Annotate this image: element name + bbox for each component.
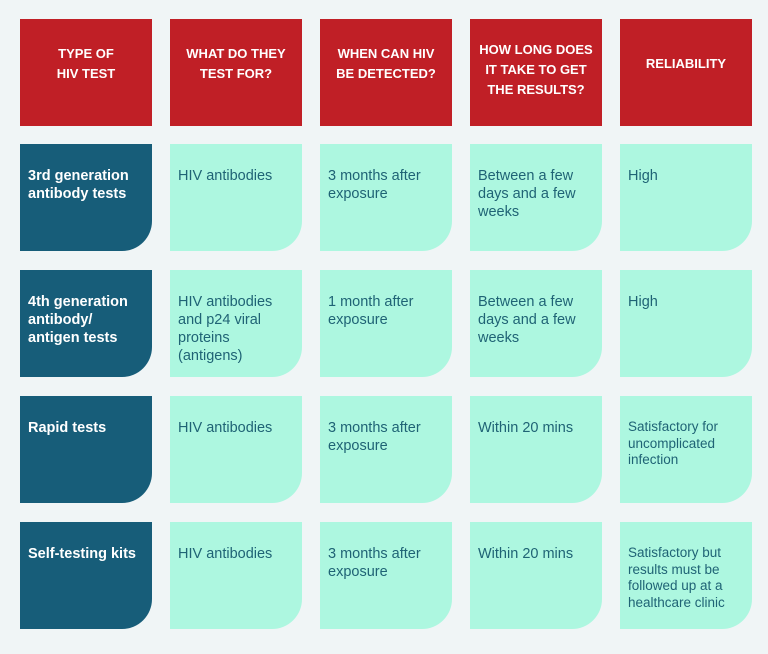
tests-for-cell: HIV antibodies — [170, 522, 302, 629]
header-results-time-label: HOW LONG DOES IT TAKE TO GET THE RESULTS… — [479, 41, 593, 97]
type-cell: 3rd generation antibody tests — [20, 144, 152, 251]
header-tests-for: WHAT DO THEY TEST FOR? — [170, 19, 302, 126]
results-time-cell: Between a few days and a few weeks — [470, 144, 602, 251]
header-detected-label: WHEN CAN HIV BE DETECTED? — [336, 45, 436, 81]
reliability-cell: High — [620, 270, 752, 377]
header-tests-for-label: WHAT DO THEY TEST FOR? — [186, 45, 286, 81]
detected-cell: 3 months after exposure — [320, 396, 452, 503]
detected-cell: 1 month after exposure — [320, 270, 452, 377]
header-type: TYPE OF HIV TEST — [20, 19, 152, 126]
type-cell: Self-testing kits — [20, 522, 152, 629]
results-time-cell: Within 20 mins — [470, 396, 602, 503]
tests-for-cell: HIV antibodies — [170, 144, 302, 251]
tests-for-cell: HIV antibodies and p24 viral proteins (a… — [170, 270, 302, 377]
header-results-time: HOW LONG DOES IT TAKE TO GET THE RESULTS… — [470, 19, 602, 126]
hiv-test-table: TYPE OF HIV TEST WHAT DO THEY TEST FOR? … — [20, 19, 752, 648]
reliability-cell: Satisfactory but results must be followe… — [620, 522, 752, 629]
detected-cell: 3 months after exposure — [320, 144, 452, 251]
tests-for-cell: HIV antibodies — [170, 396, 302, 503]
header-reliability: RELIABILITY — [620, 19, 752, 126]
results-time-cell: Within 20 mins — [470, 522, 602, 629]
type-cell: 4th generation antibody/ antigen tests — [20, 270, 152, 377]
detected-cell: 3 months after exposure — [320, 522, 452, 629]
results-time-cell: Between a few days and a few weeks — [470, 270, 602, 377]
reliability-cell: Satisfactory for uncomplicated infection — [620, 396, 752, 503]
reliability-cell: High — [620, 144, 752, 251]
type-cell: Rapid tests — [20, 396, 152, 503]
header-type-label: TYPE OF HIV TEST — [56, 45, 116, 81]
header-detected: WHEN CAN HIV BE DETECTED? — [320, 19, 452, 126]
header-reliability-label: RELIABILITY — [645, 55, 727, 71]
